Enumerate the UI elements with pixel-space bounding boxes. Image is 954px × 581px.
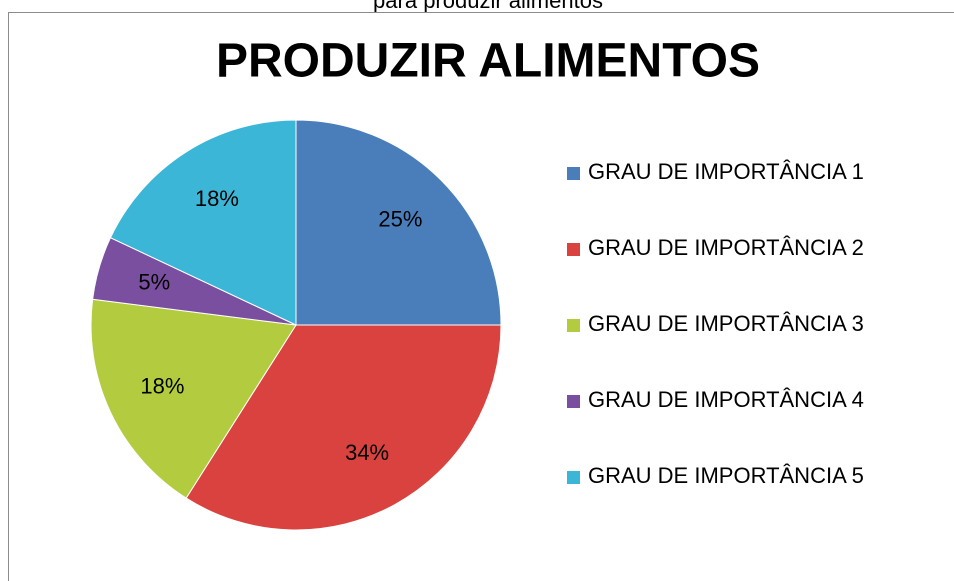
legend-label: GRAU DE IMPORTÂNCIA 5 — [588, 463, 864, 488]
data-label: 34% — [345, 440, 389, 465]
legend-swatch — [567, 167, 580, 180]
legend-label: GRAU DE IMPORTÂNCIA 2 — [588, 235, 864, 260]
chart-caption: para produzir alimentos — [373, 0, 603, 13]
data-label: 18% — [195, 186, 239, 211]
legend-swatch — [567, 471, 580, 484]
legend-swatch — [567, 395, 580, 408]
chart-title: PRODUZIR ALIMENTOS — [216, 35, 760, 88]
pie-slice — [109, 119, 297, 326]
data-label: 18% — [140, 374, 184, 399]
pie-slice — [185, 324, 502, 531]
legend-label: GRAU DE IMPORTÂNCIA 4 — [588, 387, 864, 412]
data-label: 5% — [138, 270, 170, 295]
data-label: 25% — [378, 206, 422, 231]
pie-slice — [295, 119, 502, 326]
legend-swatch — [567, 243, 580, 256]
legend-label: GRAU DE IMPORTÂNCIA 3 — [588, 311, 864, 336]
legend-label: GRAU DE IMPORTÂNCIA 1 — [588, 159, 864, 184]
pie-slice — [90, 298, 297, 499]
legend-swatch — [567, 319, 580, 332]
